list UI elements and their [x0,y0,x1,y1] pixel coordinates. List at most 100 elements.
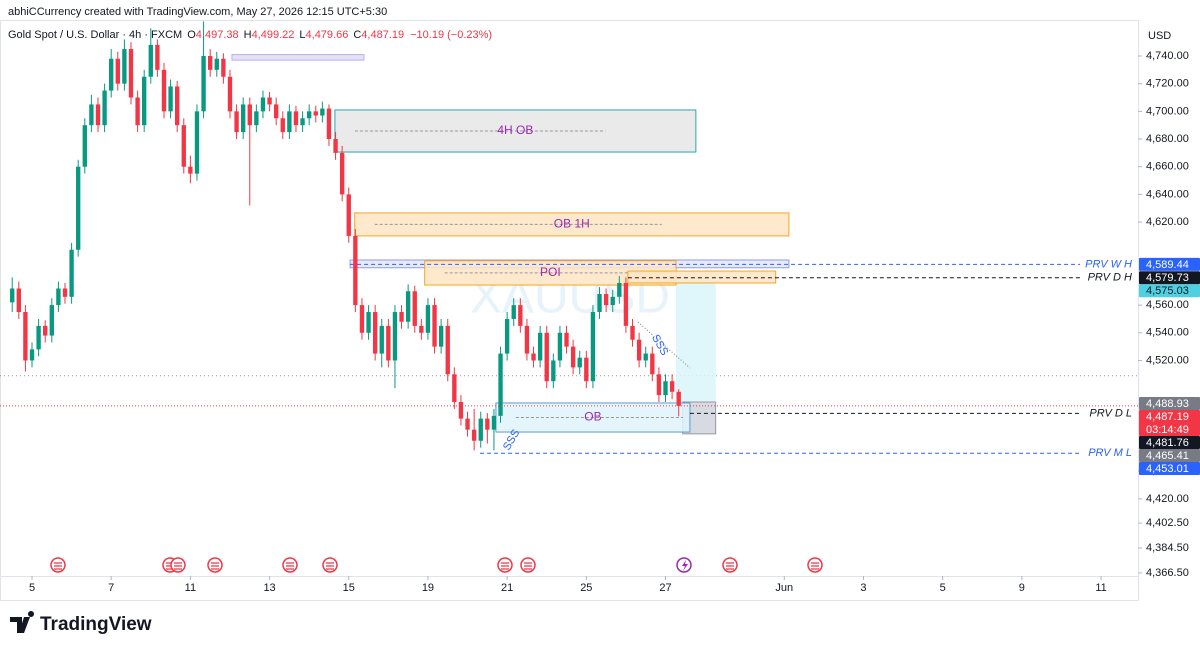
candle-body [247,104,252,126]
price-tag [1139,396,1200,410]
ohlc-value: 4,479.66 [306,29,349,41]
logo-shape [10,610,35,633]
candle-body [102,90,107,126]
candle-body [346,194,351,236]
logo-text: TradingView [40,614,152,635]
candle-body [491,415,497,430]
price-tag-label: 4,575.03 [1146,285,1189,297]
candle-body [372,312,378,354]
x-tick-label: 3 [860,582,866,594]
candle-body [168,86,173,112]
candle-body [577,357,582,368]
price-tag-label: 4,465.41 [1146,450,1189,462]
x-tick-label: 27 [659,582,671,594]
countdown: 03:14:49 [1146,424,1189,436]
candle-body [313,111,318,116]
y-tick-label: 4,560.00 [1146,299,1189,311]
y-tick-label: 4,402.50 [1146,517,1189,529]
price-tag-label: 4,481.76 [1146,437,1189,449]
candle-body [359,305,365,333]
x-tick-label: 11 [185,582,196,594]
candle-body [597,294,602,313]
candle-body [43,325,48,336]
candle-body [524,325,530,354]
candle-body [412,291,417,326]
candle-body [56,288,61,306]
candle-body [155,44,160,70]
ohlc-key: O [187,29,196,41]
trend-line [637,321,691,369]
ohlc-value: 4,499.22 [252,29,295,41]
candle-body [69,249,74,297]
y-tick-label: 4,740.00 [1146,50,1189,62]
credit: abhiCCurrency created with TradingView.c… [8,6,387,18]
event-flag [326,562,334,570]
event-flag [726,562,734,570]
y-tick-label: 4,680.00 [1146,133,1189,145]
price-tag-label: 4,487.19 [1146,411,1189,423]
candle-body [306,111,312,119]
candle-body [267,97,272,105]
candle-body [254,111,259,126]
level-label: PRV W H [1085,258,1132,270]
event-flag [811,562,819,570]
candle-body [544,332,549,382]
candle-body [135,97,140,126]
event-icon [722,557,738,573]
zone [231,54,365,61]
candle-body [584,357,589,382]
candle-body [234,111,239,133]
candle-body [320,108,325,116]
candle-body [201,55,206,112]
x-tick-label: 15 [343,582,355,594]
event-icon [207,557,223,573]
candle-body [498,353,503,416]
x-tick-label: 11 [1095,582,1106,594]
candle-body [386,325,391,361]
candle-body [617,282,622,297]
level-label: PRV M L [1088,447,1132,459]
y-tick-label: 4,520.00 [1146,354,1189,366]
candle-body [603,294,609,306]
candle-body [161,69,167,112]
event-flag [174,562,182,570]
candle-body [432,305,437,347]
price-tag [1139,257,1200,271]
price-tag [1139,461,1200,475]
price-tag-label: 4,579.73 [1146,272,1189,284]
y-tick-label: 4,420.00 [1146,493,1189,505]
candle-body [531,353,536,361]
level-label: PRV D L [1089,407,1132,419]
price-tag-label: 4,488.93 [1146,398,1189,410]
event-flag [286,562,294,570]
candle-body [36,325,41,350]
price-tag-label: 4,453.01 [1146,463,1189,475]
candle-body [76,166,81,250]
candle-body [419,325,424,333]
y-tick-label: 4,540.00 [1146,327,1189,339]
event-icon [807,557,823,573]
candle-body [142,76,147,126]
y-tick-label: 4,700.00 [1146,105,1189,117]
zone [627,270,777,284]
candle-body [49,305,54,336]
candle-body [194,111,200,174]
ohlc-key: L [299,29,305,41]
event-icon [322,557,338,573]
candle-body [62,288,68,297]
event-flag [524,562,532,570]
candle-body [115,58,120,84]
candle-body [669,381,675,392]
candle-body [333,139,338,153]
candle-body [29,349,35,361]
candle-body [650,353,655,375]
candle-body [478,418,483,441]
candle-body [287,111,292,133]
zone [676,282,716,402]
event-icon [520,557,536,573]
ohlc-key: H [244,29,252,41]
change: −10.19 (−0.23%) [410,29,492,41]
candle-body [452,374,457,402]
candle-body [392,312,398,361]
